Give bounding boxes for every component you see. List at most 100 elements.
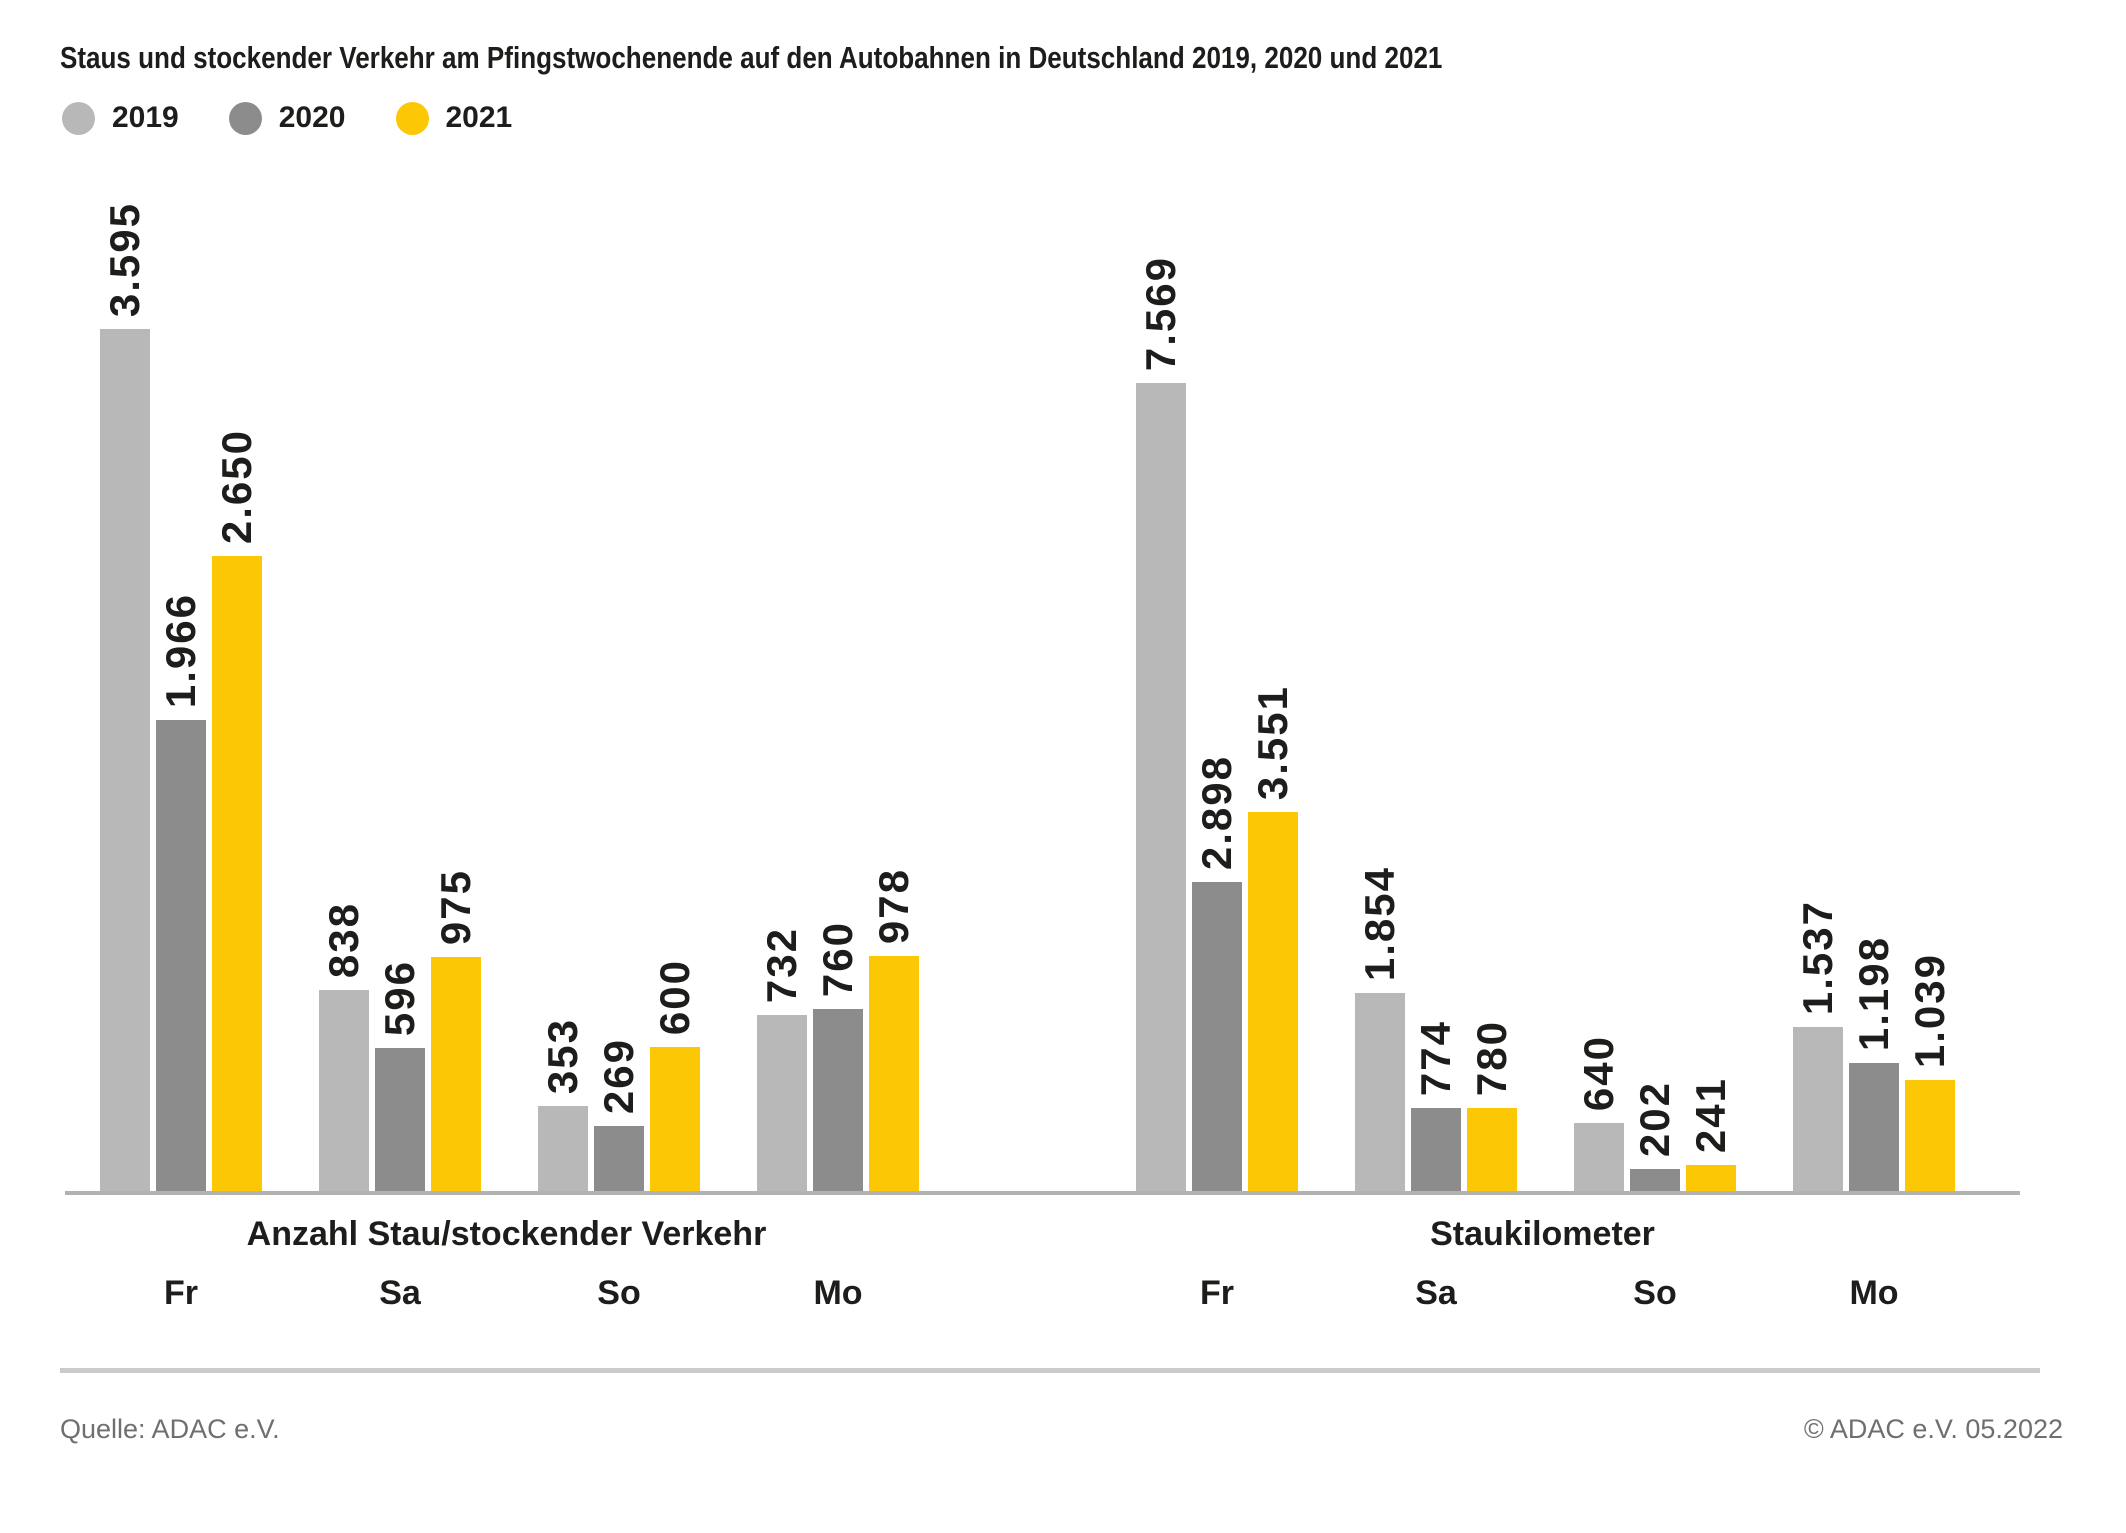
bar-2021-sa-1 [1467, 1108, 1517, 1191]
bar-value-2021-fr-1: 3.551 [1249, 684, 1296, 800]
bar-group-mo-1: 1.537 1.198 1.039 [1793, 900, 1955, 1191]
day-label-mo-0: Mo [813, 1274, 863, 1312]
bar-value-2019-mo-0: 732 [758, 926, 805, 1003]
legend-label-2020: 2020 [278, 101, 346, 134]
bar-2021-fr-1 [1248, 812, 1298, 1191]
bar-2020-sa-1 [1411, 1108, 1461, 1191]
day-labels-anzahl-stau: Fr Sa So Mo [100, 1274, 919, 1313]
bar-group-mo-0: 732 760 978 [757, 868, 919, 1191]
bar-2019-fr-0 [100, 329, 150, 1191]
bar-value-2019-sa-0: 838 [320, 901, 367, 978]
bar-cell-2020-sa-1: 774 [1411, 1020, 1461, 1191]
bar-cell-2019-so-1: 640 [1574, 1035, 1624, 1191]
bar-cell-2019-fr-0: 3.595 [100, 202, 150, 1191]
bar-value-2021-mo-0: 978 [870, 867, 917, 944]
bar-2020-fr-1 [1192, 882, 1242, 1191]
legend-item-2021: 2021 [395, 101, 513, 135]
legend-item-2020: 2020 [228, 101, 346, 135]
bar-cell-2020-fr-0: 1.966 [156, 593, 206, 1191]
bar-value-2021-sa-1: 780 [1468, 1019, 1515, 1096]
bar-2020-fr-0 [156, 720, 206, 1191]
bar-value-2020-fr-1: 2.898 [1193, 754, 1240, 870]
bar-cell-2020-so-1: 202 [1630, 1081, 1680, 1191]
bar-value-2019-sa-1: 1.854 [1356, 865, 1403, 981]
bar-cell-2021-so-0: 600 [650, 959, 700, 1191]
day-label-so-0: So [597, 1274, 641, 1312]
source-text: Quelle: ADAC e.V. [60, 1414, 280, 1444]
bar-2019-fr-1 [1136, 383, 1186, 1191]
chart-anzahl-stau: 3.595 1.966 2.650 838 596 975 353 269 600 732 760 9… [100, 202, 919, 1191]
legend-item-2019: 2019 [62, 101, 179, 135]
bar-2020-mo-1 [1849, 1063, 1899, 1191]
day-label-so-1: So [1633, 1274, 1677, 1312]
bar-2019-so-0 [538, 1106, 588, 1191]
bar-value-2021-so-1: 241 [1687, 1076, 1734, 1153]
bar-cell-2019-fr-1: 7.569 [1136, 256, 1186, 1191]
bar-cell-2021-fr-0: 2.650 [212, 429, 262, 1191]
bar-value-2020-so-0: 269 [595, 1037, 642, 1114]
footer-divider [60, 1368, 2040, 1373]
bar-cell-2021-mo-1: 1.039 [1905, 953, 1955, 1191]
bar-group-so-1: 640 202 241 [1574, 1035, 1736, 1191]
bar-cell-2019-mo-1: 1.537 [1793, 900, 1843, 1191]
bar-group-sa-1: 1.854 774 780 [1355, 866, 1517, 1191]
bar-cell-2021-mo-0: 978 [869, 868, 919, 1191]
caption-anzahl-stau: Anzahl Stau/stockender Verkehr [246, 1215, 767, 1253]
bar-cell-2020-sa-0: 596 [375, 960, 425, 1191]
bar-cell-2021-fr-1: 3.551 [1248, 685, 1298, 1191]
bar-value-2020-mo-0: 760 [814, 920, 861, 997]
bar-group-so-0: 353 269 600 [538, 959, 700, 1191]
legend-label-2021: 2021 [445, 101, 513, 134]
bar-value-2019-mo-1: 1.537 [1794, 899, 1841, 1015]
bar-cell-2020-mo-1: 1.198 [1849, 936, 1899, 1191]
bar-cell-2020-mo-0: 760 [813, 921, 863, 1191]
day-label-fr-1: Fr [1200, 1274, 1234, 1312]
bar-group-fr-1: 7.569 2.898 3.551 [1136, 256, 1298, 1191]
bar-2020-so-0 [594, 1126, 644, 1191]
bar-value-2021-so-0: 600 [651, 958, 698, 1035]
bar-value-2020-so-1: 202 [1631, 1080, 1678, 1157]
legend: 2019 2020 2021 [62, 101, 512, 135]
bar-value-2021-fr-0: 2.650 [213, 428, 260, 544]
bar-cell-2021-so-1: 241 [1686, 1077, 1736, 1191]
bar-group-sa-0: 838 596 975 [319, 869, 481, 1191]
bar-value-2020-sa-1: 774 [1412, 1019, 1459, 1096]
bar-value-2021-sa-0: 975 [432, 868, 479, 945]
bar-2021-mo-0 [869, 956, 919, 1191]
bar-cell-2019-mo-0: 732 [757, 927, 807, 1191]
day-label-mo-1: Mo [1849, 1274, 1899, 1312]
bar-group-fr-0: 3.595 1.966 2.650 [100, 202, 262, 1191]
bar-2021-so-0 [650, 1047, 700, 1191]
bar-value-2021-mo-1: 1.039 [1906, 952, 1953, 1068]
chart-staukilometer: 7.569 2.898 3.551 1.854 774 780 640 202 241 1.537… [1136, 256, 1955, 1191]
bar-2020-so-1 [1630, 1169, 1680, 1191]
bar-value-2019-so-0: 353 [539, 1017, 586, 1094]
bar-value-2019-fr-0: 3.595 [101, 201, 148, 317]
day-label-sa-0: Sa [379, 1274, 421, 1312]
bar-2021-so-1 [1686, 1165, 1736, 1191]
bar-2019-sa-1 [1355, 993, 1405, 1191]
bar-2019-so-1 [1574, 1123, 1624, 1191]
bar-cell-2019-sa-0: 838 [319, 902, 369, 1191]
bar-2019-mo-1 [1793, 1027, 1843, 1191]
bar-cell-2019-sa-1: 1.854 [1355, 866, 1405, 1191]
bar-2021-mo-1 [1905, 1080, 1955, 1191]
bar-cell-2021-sa-0: 975 [431, 869, 481, 1191]
bar-value-2019-so-1: 640 [1575, 1034, 1622, 1111]
legend-marker-2020 [228, 101, 262, 135]
bar-2019-sa-0 [319, 990, 369, 1191]
legend-marker-2019 [62, 101, 95, 135]
day-label-fr-0: Fr [164, 1274, 198, 1312]
plot-area: 3.595 1.966 2.650 838 596 975 353 269 600 732 760 9… [65, 202, 2020, 1195]
day-labels-staukilometer: Fr Sa So Mo [1136, 1274, 1955, 1313]
bar-cell-2019-so-0: 353 [538, 1018, 588, 1191]
bar-2021-fr-0 [212, 556, 262, 1191]
bar-value-2019-fr-1: 7.569 [1137, 255, 1184, 371]
bar-2021-sa-0 [431, 957, 481, 1191]
bar-cell-2020-fr-1: 2.898 [1192, 755, 1242, 1191]
bar-2019-mo-0 [757, 1015, 807, 1191]
legend-label-2019: 2019 [112, 101, 179, 134]
bar-2020-mo-0 [813, 1009, 863, 1191]
bar-cell-2020-so-0: 269 [594, 1038, 644, 1191]
